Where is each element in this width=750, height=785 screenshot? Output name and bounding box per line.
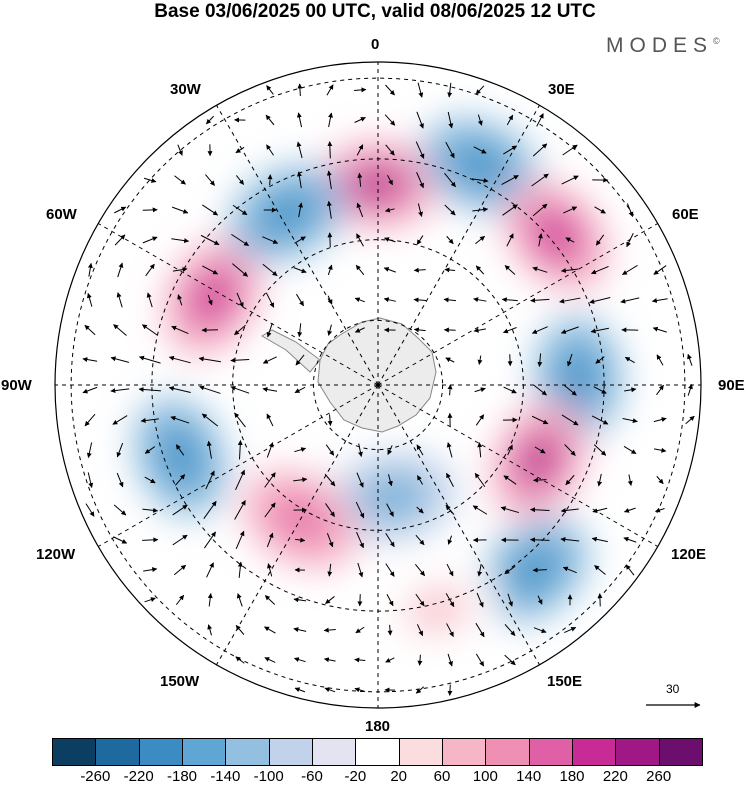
colorbar-cell-14: [659, 738, 703, 766]
lon-label-0: 0: [371, 36, 379, 53]
lon-label-30e: 30E: [548, 81, 575, 98]
colorbar-tick-3: -140: [210, 768, 240, 785]
reference-vector: 30: [642, 680, 706, 720]
lon-label-150e: 150E: [547, 673, 582, 690]
lon-label-90e: 90E: [718, 377, 745, 394]
colorbar-tick-4: -100: [254, 768, 284, 785]
wind-vector-51: [143, 210, 157, 211]
lon-label-60e: 60E: [672, 206, 699, 223]
colorbar-tick-9: 100: [473, 768, 498, 785]
colorbar-tick-2: -180: [167, 768, 197, 785]
colorbar-cell-10: [485, 738, 529, 766]
colorbar-tick-0: -260: [80, 768, 110, 785]
reference-vector-arrow: [642, 680, 706, 720]
colorbar-tick-12: 220: [603, 768, 628, 785]
colorbar-cell-3: [182, 738, 226, 766]
colorbar-tick-5: -60: [301, 768, 323, 785]
wind-vector-38: [270, 175, 271, 186]
colorbar-tick-6: -20: [344, 768, 366, 785]
wind-vector-299: [360, 594, 361, 606]
colorbar-cell-4: [225, 738, 269, 766]
lon-label-30w: 30W: [170, 81, 201, 98]
colorbar-cell-9: [442, 738, 486, 766]
lon-label-180: 180: [365, 718, 390, 735]
lon-label-90w: 90W: [1, 377, 32, 394]
colorbar-tick-13: 260: [646, 768, 671, 785]
wind-vector-258: [142, 540, 158, 541]
colorbar-cell-8: [399, 738, 443, 766]
lon-label-150w: 150W: [160, 673, 199, 690]
wind-vector-25: [330, 142, 331, 159]
wind-vector-336: [450, 685, 451, 696]
lon-label-60w: 60W: [46, 206, 77, 223]
colorbar-cell-5: [269, 738, 313, 766]
colorbar-cell-12: [572, 738, 616, 766]
colorbar-tick-1: -220: [124, 768, 154, 785]
colorbar-tick-8: 60: [434, 768, 451, 785]
colorbar-cell-0: [52, 738, 96, 766]
colorbar-cell-13: [615, 738, 659, 766]
colorbar-cell-6: [312, 738, 356, 766]
colorbar-tick-11: 180: [559, 768, 584, 785]
colorbar-cell-1: [95, 738, 139, 766]
lon-label-120w: 120W: [36, 546, 75, 563]
colorbar-tick-10: 140: [516, 768, 541, 785]
lon-label-120e: 120E: [671, 546, 706, 563]
colorbar-cell-2: [139, 738, 183, 766]
colorbar-tick-7: 20: [390, 768, 407, 785]
polar-map: [0, 0, 750, 735]
wind-vector-314: [390, 625, 391, 635]
colorbar-cell-11: [529, 738, 573, 766]
colorbar-cell-7: [355, 738, 399, 766]
